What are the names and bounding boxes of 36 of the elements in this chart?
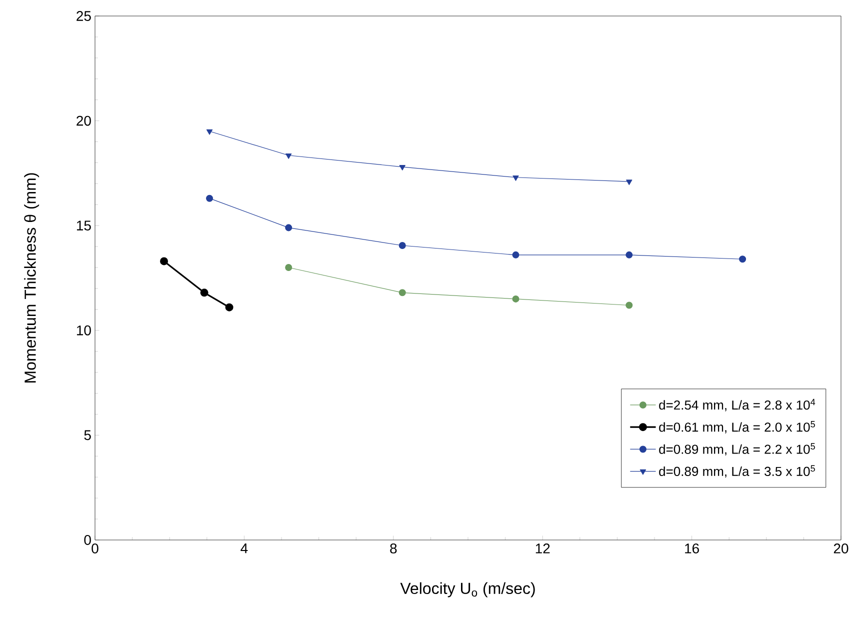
point: [739, 256, 746, 263]
point: [512, 295, 520, 302]
point: [206, 194, 214, 202]
point: [398, 242, 406, 250]
x-tick-label: 20: [834, 544, 848, 554]
y-axis-title: Momentum Thickness θ (mm): [24, 173, 40, 382]
point: [398, 289, 406, 296]
x-tick-label: 4: [240, 544, 248, 554]
point: [399, 165, 406, 170]
point: [206, 129, 213, 135]
y-tick-label: 25: [76, 11, 91, 21]
y-tick-label: 0: [84, 535, 91, 545]
point: [512, 175, 519, 181]
point: [626, 180, 632, 186]
y-tick-label: 5: [84, 430, 91, 440]
legend-label: d=2.54 mm, L/a = 2.8 x 10$^{4}$: [659, 398, 816, 412]
point: [285, 224, 292, 232]
x-tick-label: 0: [92, 544, 98, 554]
x-axis-title: Velocity U$_{o}$ (m/sec): [400, 582, 535, 598]
y-tick-label: 20: [76, 116, 91, 126]
point: [626, 251, 633, 258]
point: [225, 303, 234, 312]
point: [285, 264, 292, 272]
point: [160, 257, 168, 266]
point: [626, 302, 633, 309]
y-tick-label: 10: [76, 325, 91, 336]
legend-label: d=0.89 mm, L/a = 3.5 x 10$^{5}$: [659, 465, 815, 478]
x-tick-label: 16: [685, 544, 699, 554]
x-tick-label: 12: [536, 544, 550, 554]
legend-label: d=0.61 mm, L/a = 2.0 x 10$^{5}$: [659, 421, 815, 434]
legend-label: d=0.89 mm, L/a = 2.2 x 10$^{5}$: [659, 443, 815, 456]
y-tick-label: 15: [76, 220, 91, 230]
x-tick-label: 8: [390, 544, 397, 554]
point: [200, 288, 208, 297]
point: [512, 251, 520, 258]
point: [286, 153, 292, 159]
